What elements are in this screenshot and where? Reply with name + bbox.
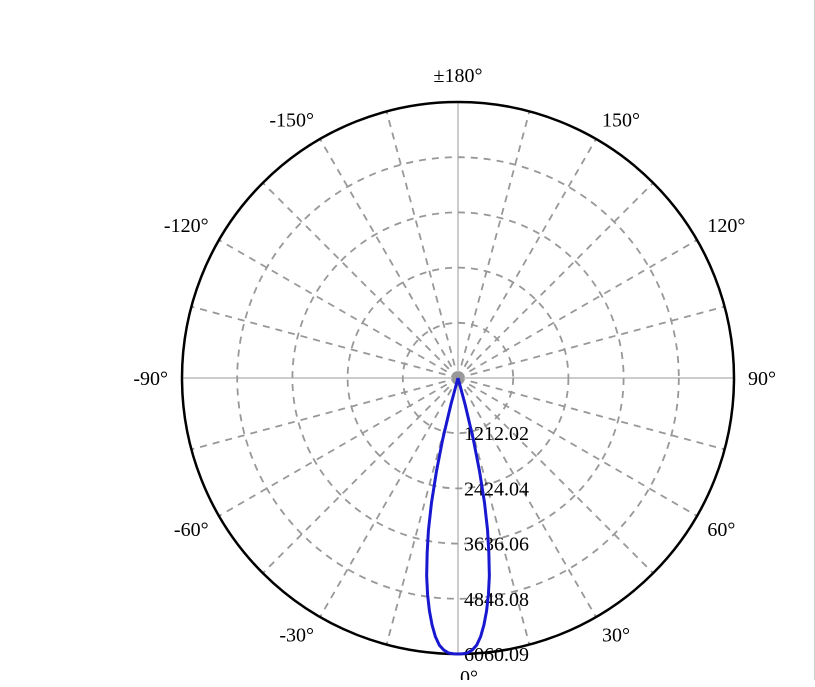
angle-label: 150° [602, 110, 640, 132]
angle-label: 90° [748, 368, 776, 390]
spoke [387, 111, 458, 378]
angle-label: 120° [707, 215, 745, 237]
spoke [191, 378, 458, 449]
spoke [219, 378, 458, 516]
angle-label: -30° [279, 624, 314, 646]
spoke [320, 378, 458, 617]
polar-chart: 1212.022424.043636.064848.086060.09±180°… [0, 0, 815, 680]
spoke [458, 139, 596, 378]
radial-labels: 1212.022424.043636.064848.086060.09 [464, 423, 529, 666]
spoke [458, 183, 653, 378]
spoke [191, 307, 458, 378]
polar-chart-container: 1212.022424.043636.064848.086060.09±180°… [0, 0, 815, 680]
angle-label: -60° [174, 519, 209, 541]
spoke [458, 307, 725, 378]
angle-label: -150° [269, 110, 314, 132]
angle-label: 0° [460, 667, 478, 680]
spoke [263, 183, 458, 378]
angle-label: ±180° [434, 65, 483, 87]
spoke [458, 111, 529, 378]
angle-label: -90° [133, 368, 168, 390]
radial-tick-label: 3636.06 [464, 534, 529, 556]
angle-label: 30° [602, 624, 630, 646]
spoke [320, 139, 458, 378]
angle-label: 60° [707, 519, 735, 541]
angle-label: -120° [164, 215, 209, 237]
radial-tick-label: 4848.08 [464, 589, 529, 611]
radial-tick-label: 2424.04 [464, 478, 529, 500]
spoke [219, 240, 458, 378]
spoke [458, 240, 697, 378]
